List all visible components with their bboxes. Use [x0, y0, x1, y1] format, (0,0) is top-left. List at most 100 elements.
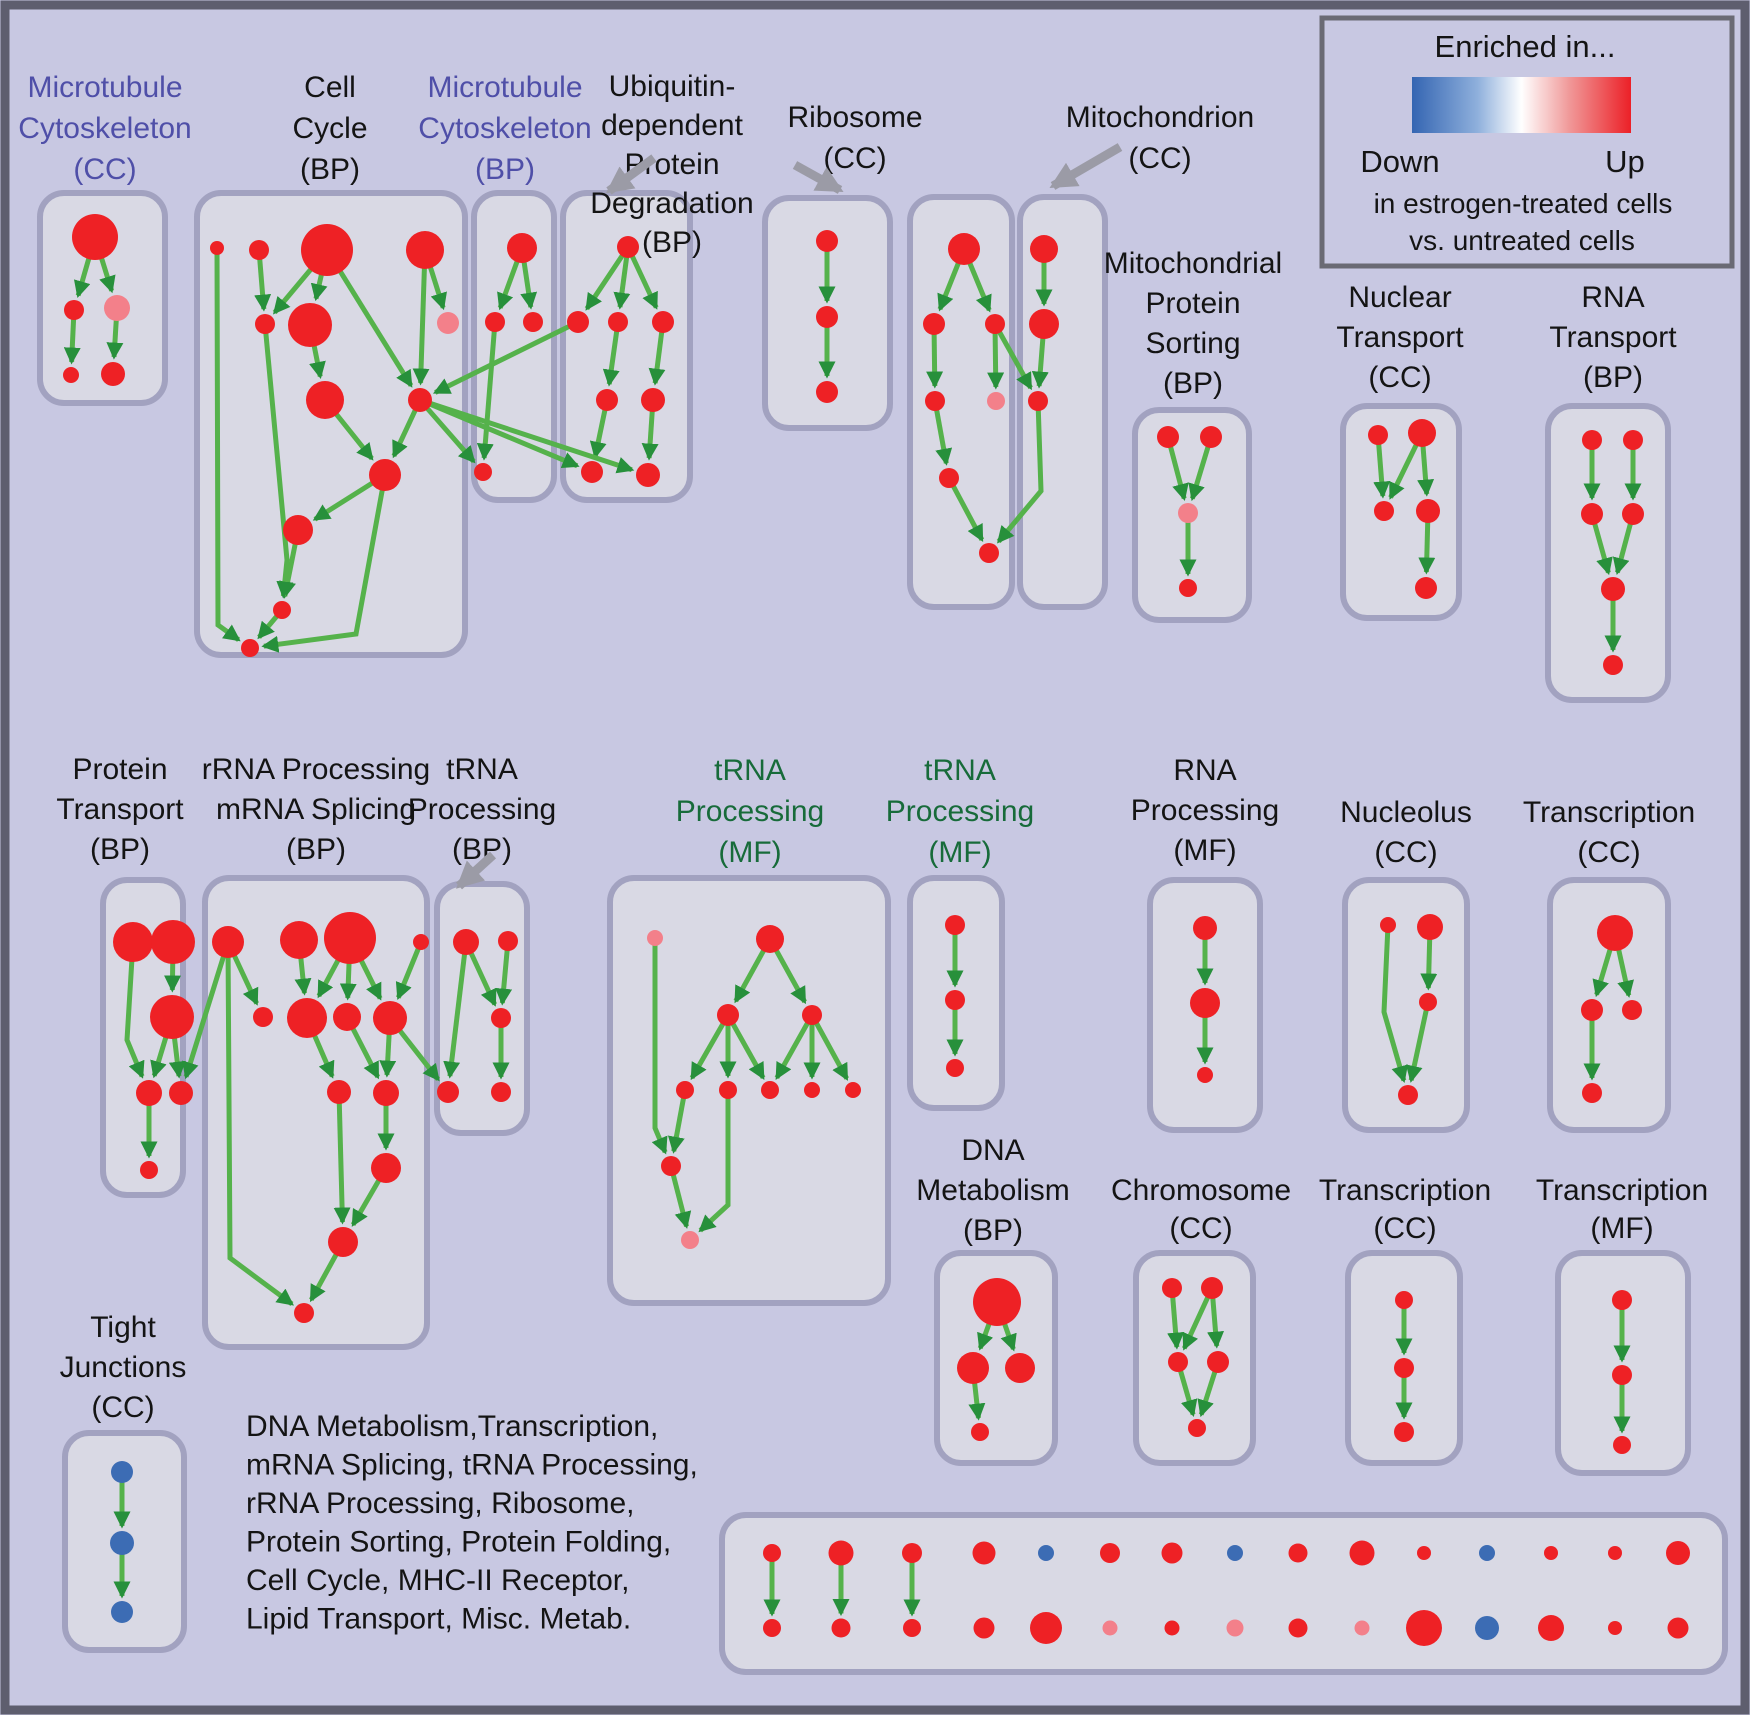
graph-node [957, 1352, 989, 1384]
graph-node [1581, 999, 1603, 1021]
graph-node [1226, 1619, 1244, 1637]
graph-edge [987, 323, 1005, 390]
graph-node [636, 463, 660, 487]
graph-node [328, 1227, 358, 1257]
graph-node [971, 1423, 989, 1441]
graph-node [283, 515, 313, 545]
graph-node [804, 1082, 820, 1098]
graph-node [491, 1082, 511, 1102]
graph-node [1190, 988, 1220, 1018]
graph-node [1207, 1351, 1229, 1373]
graph-node [1667, 1617, 1689, 1639]
graph-edge [698, 1090, 731, 1233]
graph-node [280, 921, 318, 959]
graph-node [1193, 916, 1217, 940]
graph-node [652, 311, 674, 333]
graph-node [763, 1544, 781, 1562]
cluster-box-dna-metabolism [934, 1250, 1058, 1466]
cluster-box-rna-transport [1545, 403, 1671, 703]
graph-node [923, 313, 945, 335]
graph-node [1157, 426, 1179, 448]
graph-edge [1405, 1001, 1431, 1083]
graph-node [523, 312, 543, 332]
misc-categories-text: DNA Metabolism,Transcription, mRNA Splici… [246, 1410, 698, 1636]
graph-node [681, 1231, 699, 1249]
graph-node [474, 463, 492, 481]
graph-node [1612, 1365, 1632, 1385]
graph-node [1582, 1083, 1602, 1103]
graph-node [273, 601, 291, 619]
graph-node [1613, 1436, 1631, 1454]
graph-node [1030, 1612, 1062, 1644]
graph-node [72, 214, 118, 260]
graph-node [979, 543, 999, 563]
graph-node [756, 925, 784, 953]
legend-subtitle-1: in estrogen-treated cells [1374, 188, 1673, 219]
graph-edge [262, 323, 294, 599]
legend-down-label: Down [1360, 144, 1439, 179]
annotation-arrow-icon [1049, 143, 1123, 190]
graph-node [1288, 1543, 1308, 1563]
graph-node [1612, 1290, 1632, 1310]
graph-node [63, 367, 79, 383]
graph-node [647, 930, 663, 946]
graph-node [1603, 655, 1623, 675]
cluster-box-transcription-cc-row2 [1547, 877, 1671, 1133]
graph-node [136, 1080, 162, 1106]
graph-node [249, 240, 269, 260]
graph-node [1601, 577, 1625, 601]
cluster-label-protein-transport: Protein Transport (BP) [56, 753, 184, 866]
graph-edge [725, 1013, 766, 1081]
graph-node [1544, 1546, 1558, 1560]
graph-node [1475, 1616, 1499, 1640]
graph-edge [602, 321, 621, 387]
graph-node [608, 312, 628, 332]
graph-node [485, 312, 505, 332]
graph-edge [667, 1089, 688, 1154]
graph-node [1666, 1541, 1690, 1565]
graph-node [491, 1008, 511, 1028]
graph-edge [946, 476, 985, 543]
graph-node [845, 1082, 861, 1098]
graph-node [985, 314, 1005, 334]
graph-node [1349, 1540, 1375, 1566]
graph-node [1622, 503, 1644, 525]
graph-node [1030, 235, 1058, 263]
graph-node [324, 912, 376, 964]
legend-title: Enriched in... [1435, 29, 1616, 64]
cluster-box-transcription-mf [1555, 1250, 1691, 1476]
graph-node [1622, 1000, 1642, 1020]
graph-node [1417, 1546, 1431, 1560]
graph-node [1178, 503, 1198, 523]
graph-node [802, 1005, 822, 1025]
graph-node [925, 391, 945, 411]
cluster-label-transcription-cc-row2: Transcription (CC) [1523, 796, 1695, 869]
cluster-label-cell-cycle: Cell Cycle (BP) [292, 71, 367, 186]
cluster-label-dna-metabolism: DNA Metabolism (BP) [916, 1134, 1069, 1247]
graph-node [828, 1540, 854, 1566]
graph-node [973, 1278, 1021, 1326]
graph-edge [333, 1091, 351, 1225]
cluster-label-rna-transport: RNA Transport (BP) [1549, 281, 1677, 394]
graph-node [212, 926, 244, 958]
graph-node [113, 922, 153, 962]
graph-node [1623, 430, 1643, 450]
graph-edge [418, 398, 476, 464]
graph-node [327, 1080, 351, 1104]
cluster-label-chromosome: Chromosome (CC) [1111, 1174, 1291, 1245]
graph-edge [1381, 924, 1408, 1084]
graph-node [1406, 1610, 1442, 1646]
graph-node [1168, 1352, 1188, 1372]
graph-edge [809, 1013, 849, 1081]
graph-node [453, 929, 479, 955]
cluster-label-trna-processing-bp: tRNA Processing (BP) [408, 753, 556, 866]
graph-node [719, 1081, 737, 1099]
graph-node [676, 1081, 694, 1099]
cluster-box-misc-bottom [719, 1512, 1728, 1675]
graph-edge [476, 321, 498, 461]
graph-node [1368, 425, 1388, 445]
graph-node [816, 306, 838, 328]
graph-node [1197, 1067, 1213, 1083]
